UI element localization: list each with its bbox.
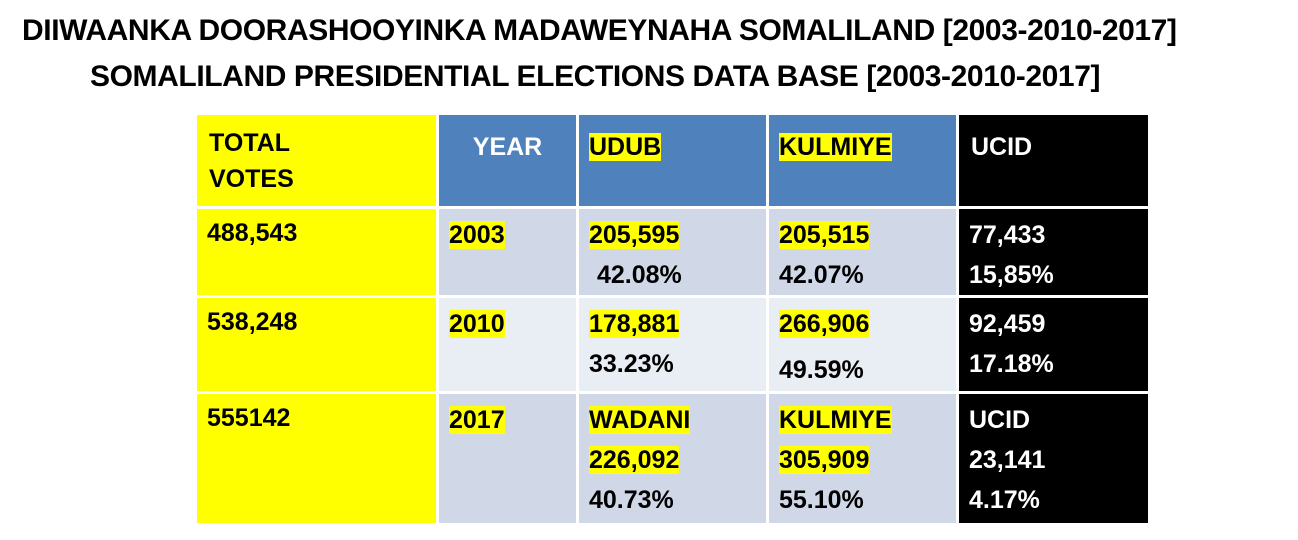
ucid-votes: 77,433 (969, 221, 1046, 249)
udub-votes: 178,881 (589, 310, 680, 338)
table-row: 488,543 2003 205,595 42.08% 205,515 42.0… (194, 206, 1151, 298)
total-votes-cell: 538,248 (194, 295, 439, 394)
total-votes-value: 555142 (207, 404, 291, 432)
wadani-percent: 40.73% (589, 486, 674, 514)
header-kulmiye-label: KULMIYE (779, 133, 892, 161)
year-value: 2017 (449, 406, 505, 434)
ucid-percent: 4.17% (969, 486, 1040, 514)
udub-cell: 205,595 42.08% (576, 206, 769, 298)
kulmiye-cell: 205,515 42.07% (766, 206, 959, 298)
header-total-line1: TOTAL (209, 129, 291, 157)
ucid-percent: 17.18% (969, 350, 1054, 378)
ucid-votes: 92,459 (969, 310, 1046, 338)
ucid-percent: 15,85% (969, 261, 1054, 289)
kulmiye-party: KULMIYE (779, 406, 892, 434)
kulmiye-votes: 205,515 (779, 221, 870, 249)
header-total-votes: TOTAL VOTES (194, 112, 439, 209)
header-year-label: YEAR (472, 133, 543, 161)
table-header-row: TOTAL VOTES YEAR UDUB KULMIYE UCID (194, 112, 1151, 209)
kulmiye-cell: 266,906 49.59% (766, 295, 959, 394)
ucid-cell: 77,433 15,85% (956, 206, 1151, 298)
udub-cell: 178,881 33.23% (576, 295, 769, 394)
title-english: SOMALILAND PRESIDENTIAL ELECTIONS DATA B… (90, 60, 1101, 93)
kulmiye-votes: 305,909 (779, 446, 870, 474)
kulmiye-percent: 42.07% (779, 261, 864, 289)
header-year: YEAR (436, 112, 579, 209)
table-row: 538,248 2010 178,881 33.23% 266,906 49.5… (194, 295, 1151, 394)
table-row: 555142 2017 WADANI 226,092 40.73% KULMIY… (194, 391, 1151, 526)
total-votes-value: 488,543 (207, 219, 298, 247)
kulmiye-percent: 49.59% (779, 356, 864, 384)
elections-table: TOTAL VOTES YEAR UDUB KULMIYE UCID 488,5… (194, 112, 1151, 526)
wadani-party: WADANI (589, 406, 691, 434)
header-ucid-label: UCID (971, 133, 1033, 161)
title-somali: DIIWAANKA DOORASHOOYINKA MADAWEYNAHA SOM… (22, 14, 1177, 47)
year-cell: 2017 (436, 391, 579, 526)
total-votes-cell: 488,543 (194, 206, 439, 298)
header-total-line2: VOTES (209, 165, 294, 193)
udub-percent: 42.08% (597, 261, 682, 289)
header-kulmiye: KULMIYE (766, 112, 959, 209)
year-value: 2003 (449, 221, 505, 249)
kulmiye-cell: KULMIYE 305,909 55.10% (766, 391, 959, 526)
total-votes-cell: 555142 (194, 391, 439, 526)
total-votes-value: 538,248 (207, 308, 298, 336)
ucid-votes: 23,141 (969, 446, 1046, 474)
wadani-cell: WADANI 226,092 40.73% (576, 391, 769, 526)
year-cell: 2010 (436, 295, 579, 394)
kulmiye-votes: 266,906 (779, 310, 870, 338)
udub-votes: 205,595 (589, 221, 680, 249)
ucid-cell: UCID 23,141 4.17% (956, 391, 1151, 526)
ucid-party: UCID (969, 406, 1031, 434)
header-ucid: UCID (956, 112, 1151, 209)
header-udub: UDUB (576, 112, 769, 209)
header-udub-label: UDUB (589, 133, 662, 161)
kulmiye-percent: 55.10% (779, 486, 864, 514)
udub-percent: 33.23% (589, 350, 674, 378)
year-value: 2010 (449, 310, 505, 338)
year-cell: 2003 (436, 206, 579, 298)
ucid-cell: 92,459 17.18% (956, 295, 1151, 394)
wadani-votes: 226,092 (589, 446, 680, 474)
